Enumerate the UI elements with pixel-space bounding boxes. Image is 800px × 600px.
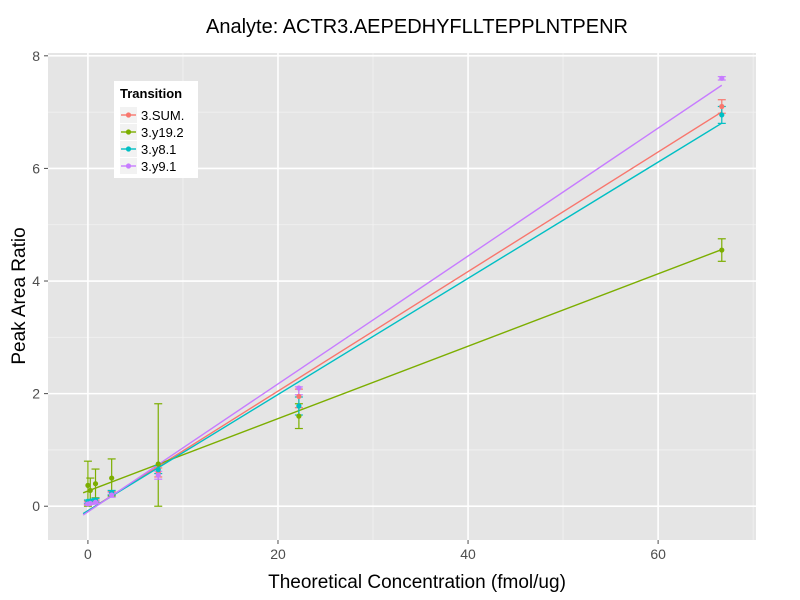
data-point	[87, 500, 93, 507]
legend-label: 3.y9.1	[141, 159, 176, 174]
data-point	[155, 472, 161, 478]
x-axis-title: Theoretical Concentration (fmol/ug)	[268, 572, 566, 593]
fit-line	[82, 84, 723, 516]
legend-label: 3.y8.1	[141, 142, 176, 157]
y-tick-label: 8	[32, 48, 40, 64]
data-point	[296, 393, 302, 400]
data-point	[155, 467, 161, 473]
data-point	[85, 482, 91, 488]
y-axis-title: Peak Area Ratio	[9, 227, 30, 364]
legend: Transition 3.SUM. 3.y19.2 3.y8.1 3.y9.1	[114, 81, 198, 178]
data-point	[155, 461, 161, 467]
legend-items: 3.SUM. 3.y19.2 3.y8.1 3.y9.1	[120, 107, 184, 174]
x-tick-label: 0	[84, 546, 92, 562]
y-tick-label: 4	[32, 273, 40, 289]
data-point	[92, 499, 99, 505]
data-point	[719, 103, 725, 110]
x-axis: 0 20 40 60	[84, 540, 666, 562]
fit-line	[82, 248, 723, 494]
data-point	[719, 75, 725, 81]
data-point	[296, 403, 302, 409]
x-tick-label: 40	[460, 546, 476, 562]
data-point	[296, 385, 302, 391]
legend-title: Transition	[120, 86, 182, 101]
y-tick-label: 6	[32, 160, 40, 176]
data-point	[109, 492, 115, 498]
fit-line	[82, 122, 723, 515]
x-tick-label: 20	[270, 546, 286, 562]
data-point	[92, 481, 99, 487]
legend-key-point	[125, 129, 132, 135]
y-tick-label: 0	[32, 498, 40, 514]
legend-key-point	[125, 146, 132, 152]
legend-key-point	[125, 163, 132, 169]
data-point	[296, 413, 302, 419]
y-axis: 0 2 4 6 8	[32, 48, 48, 514]
data-points	[85, 75, 725, 507]
legend-label: 3.y19.2	[141, 125, 184, 140]
y-tick-label: 2	[32, 386, 40, 402]
data-point	[719, 112, 725, 118]
fit-line	[82, 111, 723, 515]
legend-key-point	[125, 112, 132, 118]
legend-label: 3.SUM.	[141, 108, 184, 123]
chart-title: Analyte: ACTR3.AEPEDHYFLLTEPPLNTPENR	[206, 16, 628, 38]
fit-lines	[82, 84, 723, 516]
x-tick-label: 60	[650, 546, 666, 562]
data-point	[87, 487, 93, 494]
data-point	[719, 247, 725, 253]
data-point	[109, 475, 115, 481]
